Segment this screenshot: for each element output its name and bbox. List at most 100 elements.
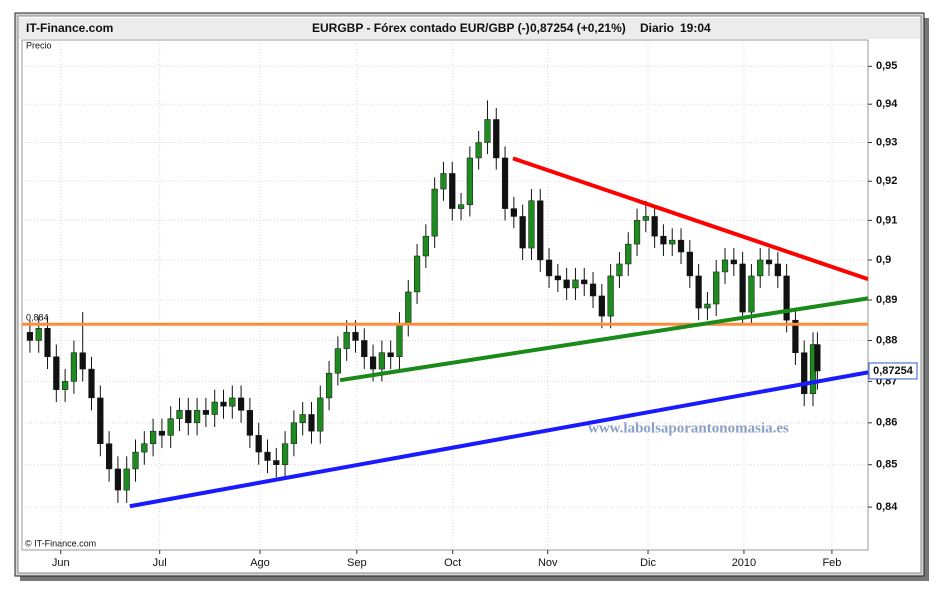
candle-body bbox=[88, 368, 95, 399]
candle-body bbox=[545, 259, 553, 277]
candle-body bbox=[607, 275, 614, 317]
y-tick-label: 0,89 bbox=[876, 294, 897, 306]
candle-body bbox=[141, 443, 148, 453]
y-tick-label: 0,88 bbox=[876, 334, 897, 346]
candle-body bbox=[739, 263, 746, 313]
candle-body bbox=[229, 397, 236, 407]
candle-body bbox=[431, 188, 438, 237]
candle-body bbox=[572, 279, 579, 289]
candle-body bbox=[774, 263, 781, 277]
candle-body bbox=[281, 443, 289, 465]
candle-body bbox=[79, 352, 86, 370]
y-tick-label: 0,9 bbox=[876, 254, 891, 266]
candle-body bbox=[70, 352, 78, 382]
candle-body bbox=[255, 435, 262, 453]
x-tick-label: Feb bbox=[822, 557, 841, 569]
candle-body bbox=[783, 275, 790, 321]
y-axis-label: Precio bbox=[26, 40, 52, 50]
candle-body bbox=[704, 303, 711, 309]
candle-body bbox=[757, 259, 764, 277]
candle-body bbox=[686, 251, 693, 277]
candle-body bbox=[26, 332, 34, 341]
candle-body bbox=[97, 397, 104, 444]
candle-body bbox=[598, 295, 605, 317]
time: 19:04 bbox=[680, 21, 711, 35]
y-tick-label: 0,92 bbox=[876, 175, 897, 187]
candle-body bbox=[554, 275, 561, 281]
candle-body bbox=[814, 344, 821, 372]
y-tick-label: 0,91 bbox=[876, 214, 897, 226]
header-bar bbox=[19, 18, 920, 39]
candle-body bbox=[765, 259, 773, 265]
candle-body bbox=[176, 410, 183, 419]
candle-body bbox=[413, 255, 421, 293]
candle-body bbox=[713, 271, 720, 305]
candle-body bbox=[519, 216, 526, 249]
candle-body bbox=[44, 328, 51, 358]
candle-body bbox=[484, 119, 491, 143]
y-tick-label: 0,85 bbox=[876, 459, 897, 471]
y-tick-label: 0,93 bbox=[876, 136, 897, 148]
candle-body bbox=[308, 414, 315, 432]
candle-body bbox=[475, 142, 482, 159]
candle-body bbox=[132, 451, 139, 470]
candle-body bbox=[528, 200, 535, 249]
candle-body bbox=[589, 283, 597, 297]
candle-body bbox=[563, 279, 570, 289]
x-tick-label: Jun bbox=[52, 557, 70, 569]
trend-line bbox=[339, 296, 869, 383]
candle-body bbox=[158, 430, 166, 436]
candle-body bbox=[510, 208, 517, 217]
x-tick-label: Oct bbox=[444, 557, 461, 569]
y-tick-label: 0,84 bbox=[876, 501, 898, 513]
candle-body bbox=[246, 410, 253, 436]
candle-body bbox=[792, 319, 799, 353]
candle-body bbox=[695, 275, 702, 309]
candle-body bbox=[660, 235, 667, 245]
candle-body bbox=[616, 263, 623, 277]
trend-line bbox=[129, 370, 869, 509]
candle-body bbox=[642, 216, 649, 221]
y-tick-label: 0,86 bbox=[876, 417, 897, 429]
candle-body bbox=[581, 279, 588, 285]
brand: IT-Finance.com bbox=[26, 21, 113, 35]
candle-body bbox=[290, 422, 297, 444]
candle-body bbox=[334, 348, 341, 374]
candle-body bbox=[202, 410, 210, 415]
candle-body bbox=[466, 157, 473, 205]
x-tick-label: Sep bbox=[347, 557, 367, 569]
candle-body bbox=[220, 401, 227, 407]
candle-body bbox=[422, 235, 429, 257]
candle-body bbox=[35, 328, 42, 341]
candle-body bbox=[185, 410, 192, 424]
candle-body bbox=[669, 239, 676, 245]
candle-body bbox=[501, 157, 509, 209]
candle-body bbox=[457, 204, 465, 209]
x-tick-label: Nov bbox=[538, 557, 558, 569]
candle-body bbox=[114, 468, 122, 491]
last-price-box bbox=[868, 362, 918, 380]
trend-line bbox=[512, 156, 869, 282]
candle-body bbox=[493, 119, 500, 159]
candle-body bbox=[651, 216, 658, 237]
candle-body bbox=[149, 430, 157, 444]
candle-body bbox=[62, 381, 69, 390]
x-tick-label: Jul bbox=[153, 557, 167, 569]
candle-body bbox=[537, 200, 544, 261]
chart-title: EURGBP - Fórex contado EUR/GBP (-) bbox=[312, 21, 530, 35]
candle-body bbox=[361, 340, 368, 358]
candle-body bbox=[449, 173, 456, 209]
candle-body bbox=[317, 397, 324, 432]
candle-body bbox=[677, 239, 685, 253]
candle-body bbox=[237, 397, 245, 411]
candle-body bbox=[343, 332, 350, 349]
candle-body bbox=[730, 259, 737, 265]
y-tick-label: 0,95 bbox=[876, 60, 897, 72]
candle-body bbox=[378, 352, 385, 370]
watermark: www.labolsaporantonomasia.es bbox=[588, 420, 789, 436]
candle-body bbox=[440, 173, 447, 190]
candle-body bbox=[123, 468, 130, 491]
period: Diario bbox=[640, 21, 674, 35]
candle-body bbox=[273, 460, 280, 465]
candle-body bbox=[396, 323, 403, 358]
